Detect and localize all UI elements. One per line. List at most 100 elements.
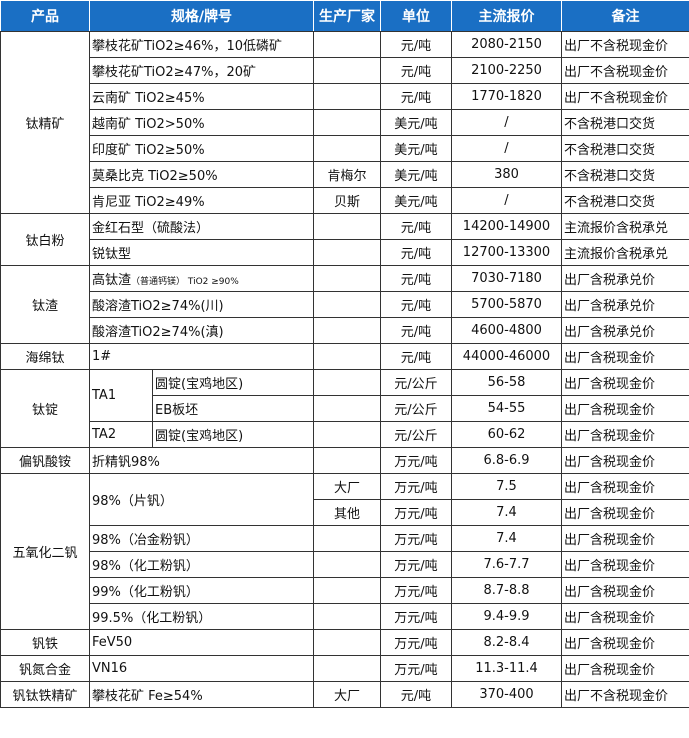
unit-cell: 元/吨 bbox=[380, 681, 452, 708]
spec-cell: 99%（化工粉钒） bbox=[89, 577, 314, 604]
unit-cell: 万元/吨 bbox=[380, 603, 452, 630]
unit-cell: 万元/吨 bbox=[380, 629, 452, 656]
note-cell: 出厂含税现金价 bbox=[561, 655, 689, 682]
spec-cell: 攀枝花矿TiO2≥46%，10低磷矿 bbox=[89, 31, 314, 58]
maker-cell bbox=[313, 421, 381, 448]
maker-cell bbox=[313, 57, 381, 84]
unit-cell: 万元/吨 bbox=[380, 655, 452, 682]
spec-text: 攀枝花矿TiO2≥47%，20矿 bbox=[92, 65, 256, 80]
maker-cell bbox=[313, 109, 381, 136]
table-row: 莫桑比克 TiO2≥50% 肯梅尔 美元/吨 380 不含税港口交货 bbox=[1, 161, 689, 188]
price-cell: / bbox=[451, 135, 562, 162]
spec-text: 酸溶渣TiO2≥74%(滇) bbox=[92, 325, 224, 340]
unit-cell: 元/公斤 bbox=[380, 369, 452, 396]
unit-cell: 美元/吨 bbox=[380, 187, 452, 214]
unit-cell: 美元/吨 bbox=[380, 109, 452, 136]
spec-cell: 印度矿 TiO2≥50% bbox=[89, 135, 314, 162]
price-cell: 7.6-7.7 bbox=[451, 551, 562, 578]
table-row: 五氧化二钒 98%（片钒） 大厂 万元/吨 7.5 出厂含税现金价 bbox=[0, 473, 689, 630]
maker-cell bbox=[313, 265, 381, 292]
spec-cell: 高钛渣（普通钙镁） TiO2 ≥90% bbox=[89, 265, 314, 292]
spec-text: 折精钒98% bbox=[92, 455, 160, 470]
unit-cell: 元/吨 bbox=[380, 239, 452, 266]
note-cell: 不含税港口交货 bbox=[561, 187, 689, 214]
table-row: 钛渣 高钛渣（普通钙镁） TiO2 ≥90% 元/吨 7030-7180 出厂含税承兑价 bbox=[0, 265, 689, 344]
table-row: 肯尼亚 TiO2≥49% 贝斯 美元/吨 / 不含税港口交货 bbox=[1, 187, 689, 214]
maker-cell bbox=[313, 291, 381, 318]
spec-text: 莫桑比克 TiO2≥50% bbox=[92, 169, 218, 184]
unit-cell: 美元/吨 bbox=[380, 135, 452, 162]
note-cell: 出厂含税承兑价 bbox=[561, 317, 689, 344]
spec-cell: 98%（冶金粉钒） bbox=[89, 525, 314, 552]
product-cell: 钒钛铁精矿 bbox=[0, 681, 90, 708]
table-row: 98%（化工粉钒） 万元/吨 7.6-7.7 出厂含税现金价 bbox=[1, 551, 689, 578]
spec-text: 云南矿 TiO2≥45% bbox=[92, 91, 205, 106]
sub-spec-cell: EB板坯 bbox=[152, 395, 314, 422]
unit-cell: 万元/吨 bbox=[380, 577, 452, 604]
table-row: 99%（化工粉钒） 万元/吨 8.7-8.8 出厂含税现金价 bbox=[1, 577, 689, 604]
maker-cell bbox=[313, 395, 381, 422]
note-cell: 出厂含税现金价 bbox=[561, 343, 689, 370]
note-cell: 出厂含税现金价 bbox=[561, 603, 689, 630]
table-row: 钒铁 FeV50 万元/吨 8.2-8.4 出厂含税现金价 bbox=[0, 629, 689, 656]
spec-cell: 肯尼亚 TiO2≥49% bbox=[89, 187, 314, 214]
price-cell: 14200-14900 bbox=[451, 213, 562, 240]
note-cell: 出厂含税现金价 bbox=[561, 421, 689, 448]
spec-detail: （普通钙镁） TiO2 ≥90% bbox=[131, 277, 239, 287]
price-cell: 7.5 bbox=[451, 473, 562, 500]
maker-cell: 大厂 bbox=[313, 681, 381, 708]
spec-cell: 酸溶渣TiO2≥74%(川) bbox=[89, 291, 314, 318]
table-row: 越南矿 TiO2>50% 美元/吨 / 不含税港口交货 bbox=[1, 109, 689, 136]
spec-text: 98%（化工粉钒） bbox=[92, 559, 199, 574]
spec-cell: 99.5%（化工粉钒） bbox=[89, 603, 314, 630]
spec-text: 攀枝花矿 Fe≥54% bbox=[92, 689, 203, 704]
maker-cell bbox=[313, 369, 381, 396]
note-cell: 出厂含税现金价 bbox=[561, 551, 689, 578]
price-cell: 7.4 bbox=[451, 525, 562, 552]
product-cell: 五氧化二钒 bbox=[0, 473, 90, 630]
product-cell: 钛锭 bbox=[0, 369, 90, 448]
price-cell: / bbox=[451, 109, 562, 136]
table-row: 钛锭 TA1 圆锭(宝鸡地区) 元/公斤 56-58 出厂含税现金价 bbox=[0, 369, 689, 448]
header-spec: 规格/牌号 bbox=[89, 0, 314, 32]
spec-text: 1# bbox=[92, 349, 112, 364]
spec-cell: 攀枝花矿 Fe≥54% bbox=[89, 681, 314, 708]
maker-cell bbox=[313, 603, 381, 630]
unit-cell: 美元/吨 bbox=[380, 161, 452, 188]
spec-text: 酸溶渣TiO2≥74%(川) bbox=[92, 299, 224, 314]
unit-cell: 元/吨 bbox=[380, 31, 452, 58]
spec-cell: 攀枝花矿TiO2≥47%，20矿 bbox=[89, 57, 314, 84]
table-row: 98%（冶金粉钒） 万元/吨 7.4 出厂含税现金价 bbox=[1, 525, 689, 552]
spec-cell: 98%（化工粉钒） bbox=[89, 551, 314, 578]
table-row: 钛白粉 金红石型（硫酸法） 元/吨 14200-14900 主流报价含税承兑 bbox=[0, 213, 689, 266]
note-cell: 出厂含税承兑价 bbox=[561, 291, 689, 318]
spec-cell: TA2 bbox=[89, 421, 153, 448]
unit-cell: 元/公斤 bbox=[380, 395, 452, 422]
spec-cell: 1# bbox=[89, 343, 314, 370]
sub-spec-cell: 圆锭(宝鸡地区) bbox=[152, 421, 314, 448]
spec-cell: 云南矿 TiO2≥45% bbox=[89, 83, 314, 110]
maker-cell: 贝斯 bbox=[313, 187, 381, 214]
table-body: 钛精矿 攀枝花矿TiO2≥46%，10低磷矿 元/吨 2080-2150 出厂不含税现金… bbox=[0, 31, 689, 708]
unit-cell: 万元/吨 bbox=[380, 473, 452, 500]
spec-text: 印度矿 TiO2≥50% bbox=[92, 143, 205, 158]
table-row: 偏钒酸铵 折精钒98% 万元/吨 6.8-6.9 出厂含税现金价 bbox=[0, 447, 689, 474]
note-cell: 出厂含税现金价 bbox=[561, 447, 689, 474]
maker-cell bbox=[313, 317, 381, 344]
price-cell: 1770-1820 bbox=[451, 83, 562, 110]
spec-text: 肯尼亚 TiO2≥49% bbox=[92, 195, 205, 210]
price-cell: 8.7-8.8 bbox=[451, 577, 562, 604]
price-table: 产品 规格/牌号 生产厂家 单位 主流报价 备注 钛精矿 攀枝花矿TiO2≥46%… bbox=[0, 0, 689, 708]
note-cell: 出厂含税承兑价 bbox=[561, 265, 689, 292]
table-row: 锐钛型 元/吨 12700-13300 主流报价含税承兑 bbox=[1, 239, 689, 266]
note-cell: 出厂含税现金价 bbox=[561, 525, 689, 552]
price-cell: 54-55 bbox=[451, 395, 562, 422]
price-cell: 11.3-11.4 bbox=[451, 655, 562, 682]
product-cell: 钒氮合金 bbox=[0, 655, 90, 682]
maker-cell bbox=[313, 239, 381, 266]
maker-cell bbox=[313, 629, 381, 656]
header-maker: 生产厂家 bbox=[313, 0, 381, 32]
table-row: 酸溶渣TiO2≥74%(滇) 元/吨 4600-4800 出厂含税承兑价 bbox=[1, 317, 689, 344]
table-row: 99.5%（化工粉钒） 万元/吨 9.4-9.9 出厂含税现金价 bbox=[1, 603, 689, 630]
table-row: 其他 万元/吨 7.4 出厂含税现金价 bbox=[1, 499, 689, 526]
